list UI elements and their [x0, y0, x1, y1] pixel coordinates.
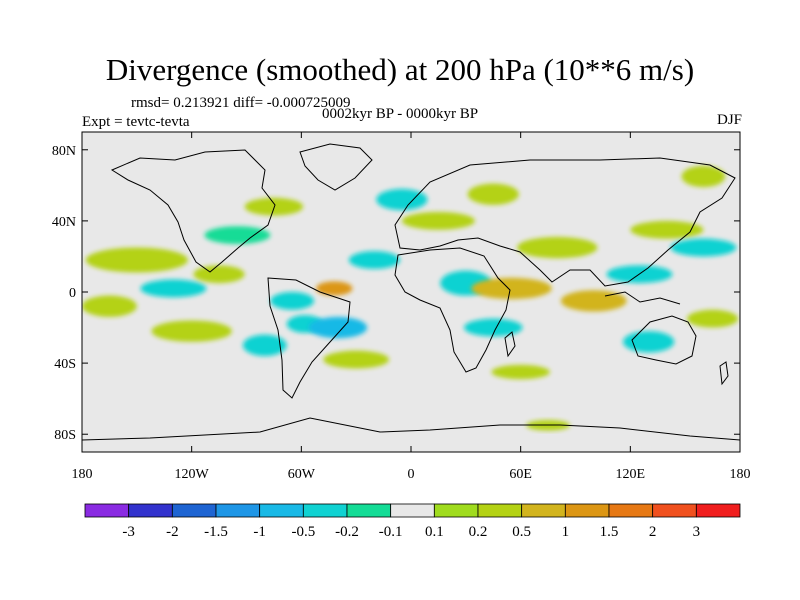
- axis-ticks: 180 120W 60W 0 60E 120E 180 80N 40N 0 40S 80S: [52, 132, 751, 482]
- colorbar-swatch-10: [521, 503, 566, 518]
- anomaly-region-14: [376, 188, 428, 211]
- anomaly-region-20: [517, 236, 598, 259]
- antarctica-outline: [82, 417, 740, 441]
- y-tick-label-0: 80N: [52, 144, 76, 159]
- colorbar: -3 -2 -1.5 -1 -0.5 -0.2 -0.1 0.1 0.2 0.5 1 1.5 2 3: [84, 503, 741, 540]
- coastlines: [82, 143, 740, 441]
- colorbar-label-9: 0.5: [512, 524, 531, 540]
- colorbar-label-10: 1: [562, 524, 570, 540]
- anomaly-region-8: [315, 281, 353, 296]
- y-tick-label-2: 0: [69, 286, 76, 301]
- x-tick-label-3: 0: [408, 467, 415, 482]
- colorbar-label-5: -0.2: [335, 524, 359, 540]
- colorbar-label-2: -1.5: [204, 524, 228, 540]
- anomaly-region-7: [270, 292, 315, 310]
- anomaly-region-25: [623, 331, 675, 353]
- colorbar-swatch-11: [564, 503, 610, 518]
- season-label: DJF: [716, 112, 742, 128]
- colorbar-swatch-0: [84, 503, 130, 518]
- north-america-outline: [110, 149, 276, 273]
- colorbar-label-11: 1.5: [600, 524, 619, 540]
- anomaly-region-19: [467, 183, 519, 205]
- colorbar-label-0: -3: [122, 524, 135, 540]
- anomaly-region-21: [560, 290, 627, 312]
- anomaly-region-11: [308, 316, 368, 339]
- period-label: 0002kyr BP - 0000kyr BP: [322, 106, 479, 122]
- x-tick-label-4: 60E: [509, 467, 532, 482]
- anomaly-region-17: [471, 277, 552, 300]
- x-tick-label-2: 60W: [288, 467, 316, 482]
- colorbar-swatch-4: [259, 503, 304, 518]
- x-tick-label-1: 120W: [175, 467, 210, 482]
- anomaly-layer: [82, 165, 739, 431]
- new-zealand-outline: [719, 361, 729, 386]
- indonesia-outline: [604, 291, 681, 305]
- anomaly-region-28: [491, 364, 550, 380]
- anomaly-region-26: [686, 309, 739, 328]
- anomaly-region-27: [681, 165, 726, 188]
- colorbar-label-1: -2: [166, 524, 179, 540]
- x-tick-label-0: 180: [72, 467, 93, 482]
- colorbar-label-13: 3: [693, 524, 701, 540]
- colorbar-swatch-14: [695, 503, 741, 518]
- colorbar-swatch-8: [433, 503, 479, 518]
- x-tick-label-5: 120E: [616, 467, 646, 482]
- colorbar-swatch-5: [302, 503, 348, 518]
- y-tick-label-1: 40N: [52, 215, 76, 230]
- anomaly-region-0: [85, 247, 189, 273]
- anomaly-region-10: [242, 334, 287, 357]
- stats-label: rmsd= 0.213921 diff= -0.000725009: [131, 95, 351, 111]
- x-tick-label-6: 180: [730, 467, 751, 482]
- colorbar-label-3: -1: [253, 524, 266, 540]
- chart-title: Divergence (smoothed) at 200 hPa (10**6 …: [105, 52, 695, 87]
- madagascar-outline: [504, 331, 516, 358]
- colorbar-label-7: 0.1: [425, 524, 444, 540]
- anomaly-region-2: [140, 279, 207, 298]
- anomaly-region-23: [630, 220, 704, 239]
- colorbar-label-8: 0.2: [469, 524, 488, 540]
- anomaly-region-15: [401, 212, 475, 230]
- anomaly-region-12: [323, 350, 390, 369]
- anomaly-region-18: [464, 318, 523, 337]
- y-tick-label-3: 40S: [54, 357, 76, 372]
- experiment-label: Expt = tevtc-tevta: [82, 114, 190, 130]
- colorbar-swatch-1: [128, 503, 173, 518]
- colorbar-swatch-12: [608, 503, 654, 518]
- anomaly-region-13: [348, 251, 401, 269]
- colorbar-label-12: 2: [649, 524, 657, 540]
- colorbar-label-6: -0.1: [379, 524, 403, 540]
- colorbar-swatch-13: [652, 503, 697, 518]
- europe-asia-outline: [394, 157, 736, 287]
- greenland-outline: [299, 143, 373, 191]
- colorbar-swatch-6: [346, 503, 392, 518]
- africa-outline: [394, 247, 511, 373]
- colorbar-swatch-9: [477, 503, 523, 518]
- anomaly-region-24: [670, 238, 737, 257]
- colorbar-swatch-7: [390, 503, 435, 518]
- south-america-outline: [267, 277, 351, 399]
- y-tick-label-4: 80S: [54, 428, 76, 443]
- australia-outline: [631, 315, 697, 365]
- anomaly-region-4: [204, 226, 271, 244]
- anomaly-region-1: [82, 295, 137, 317]
- anomaly-region-6: [193, 265, 245, 284]
- colorbar-swatch-2: [171, 503, 217, 518]
- anomaly-region-3: [151, 320, 232, 342]
- colorbar-swatch-3: [215, 503, 261, 518]
- colorbar-label-4: -0.5: [291, 524, 315, 540]
